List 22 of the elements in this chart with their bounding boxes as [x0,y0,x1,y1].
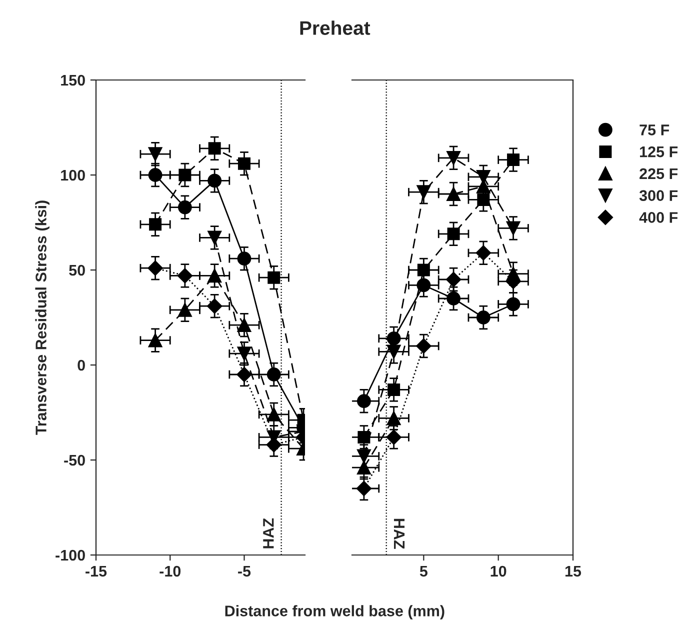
y-tick-label: 50 [69,264,85,276]
y-tick-label: 150 [61,74,85,86]
x-tick-label: 10 [490,566,506,577]
x-tick-label: -10 [160,566,181,577]
y-tick-label: 0 [78,360,85,371]
x-tick-label: 15 [565,566,582,577]
x-axis-title: Distance from weld base (mm) [225,605,444,620]
ref-line-label: HAZ [394,518,405,549]
ref-line-label: HAZ [263,518,274,548]
chart-title: Preheat [300,20,370,35]
legend-label: 125 F [640,146,678,158]
y-axis-title: Transverse Residual Stress (ksi) [35,200,50,435]
legend-label: 75 F [640,124,670,136]
x-tick-label: -15 [86,566,107,577]
y-tick-label: -50 [64,454,85,466]
legend-label: 300 F [639,190,678,202]
y-tick-label: 100 [61,170,85,181]
x-tick-label: -5 [238,566,251,577]
y-tick-label: -100 [56,550,85,561]
legend-label: 400 F [639,212,678,223]
x-tick-label: 5 [420,566,428,577]
legend-label: 225 F [640,168,678,180]
